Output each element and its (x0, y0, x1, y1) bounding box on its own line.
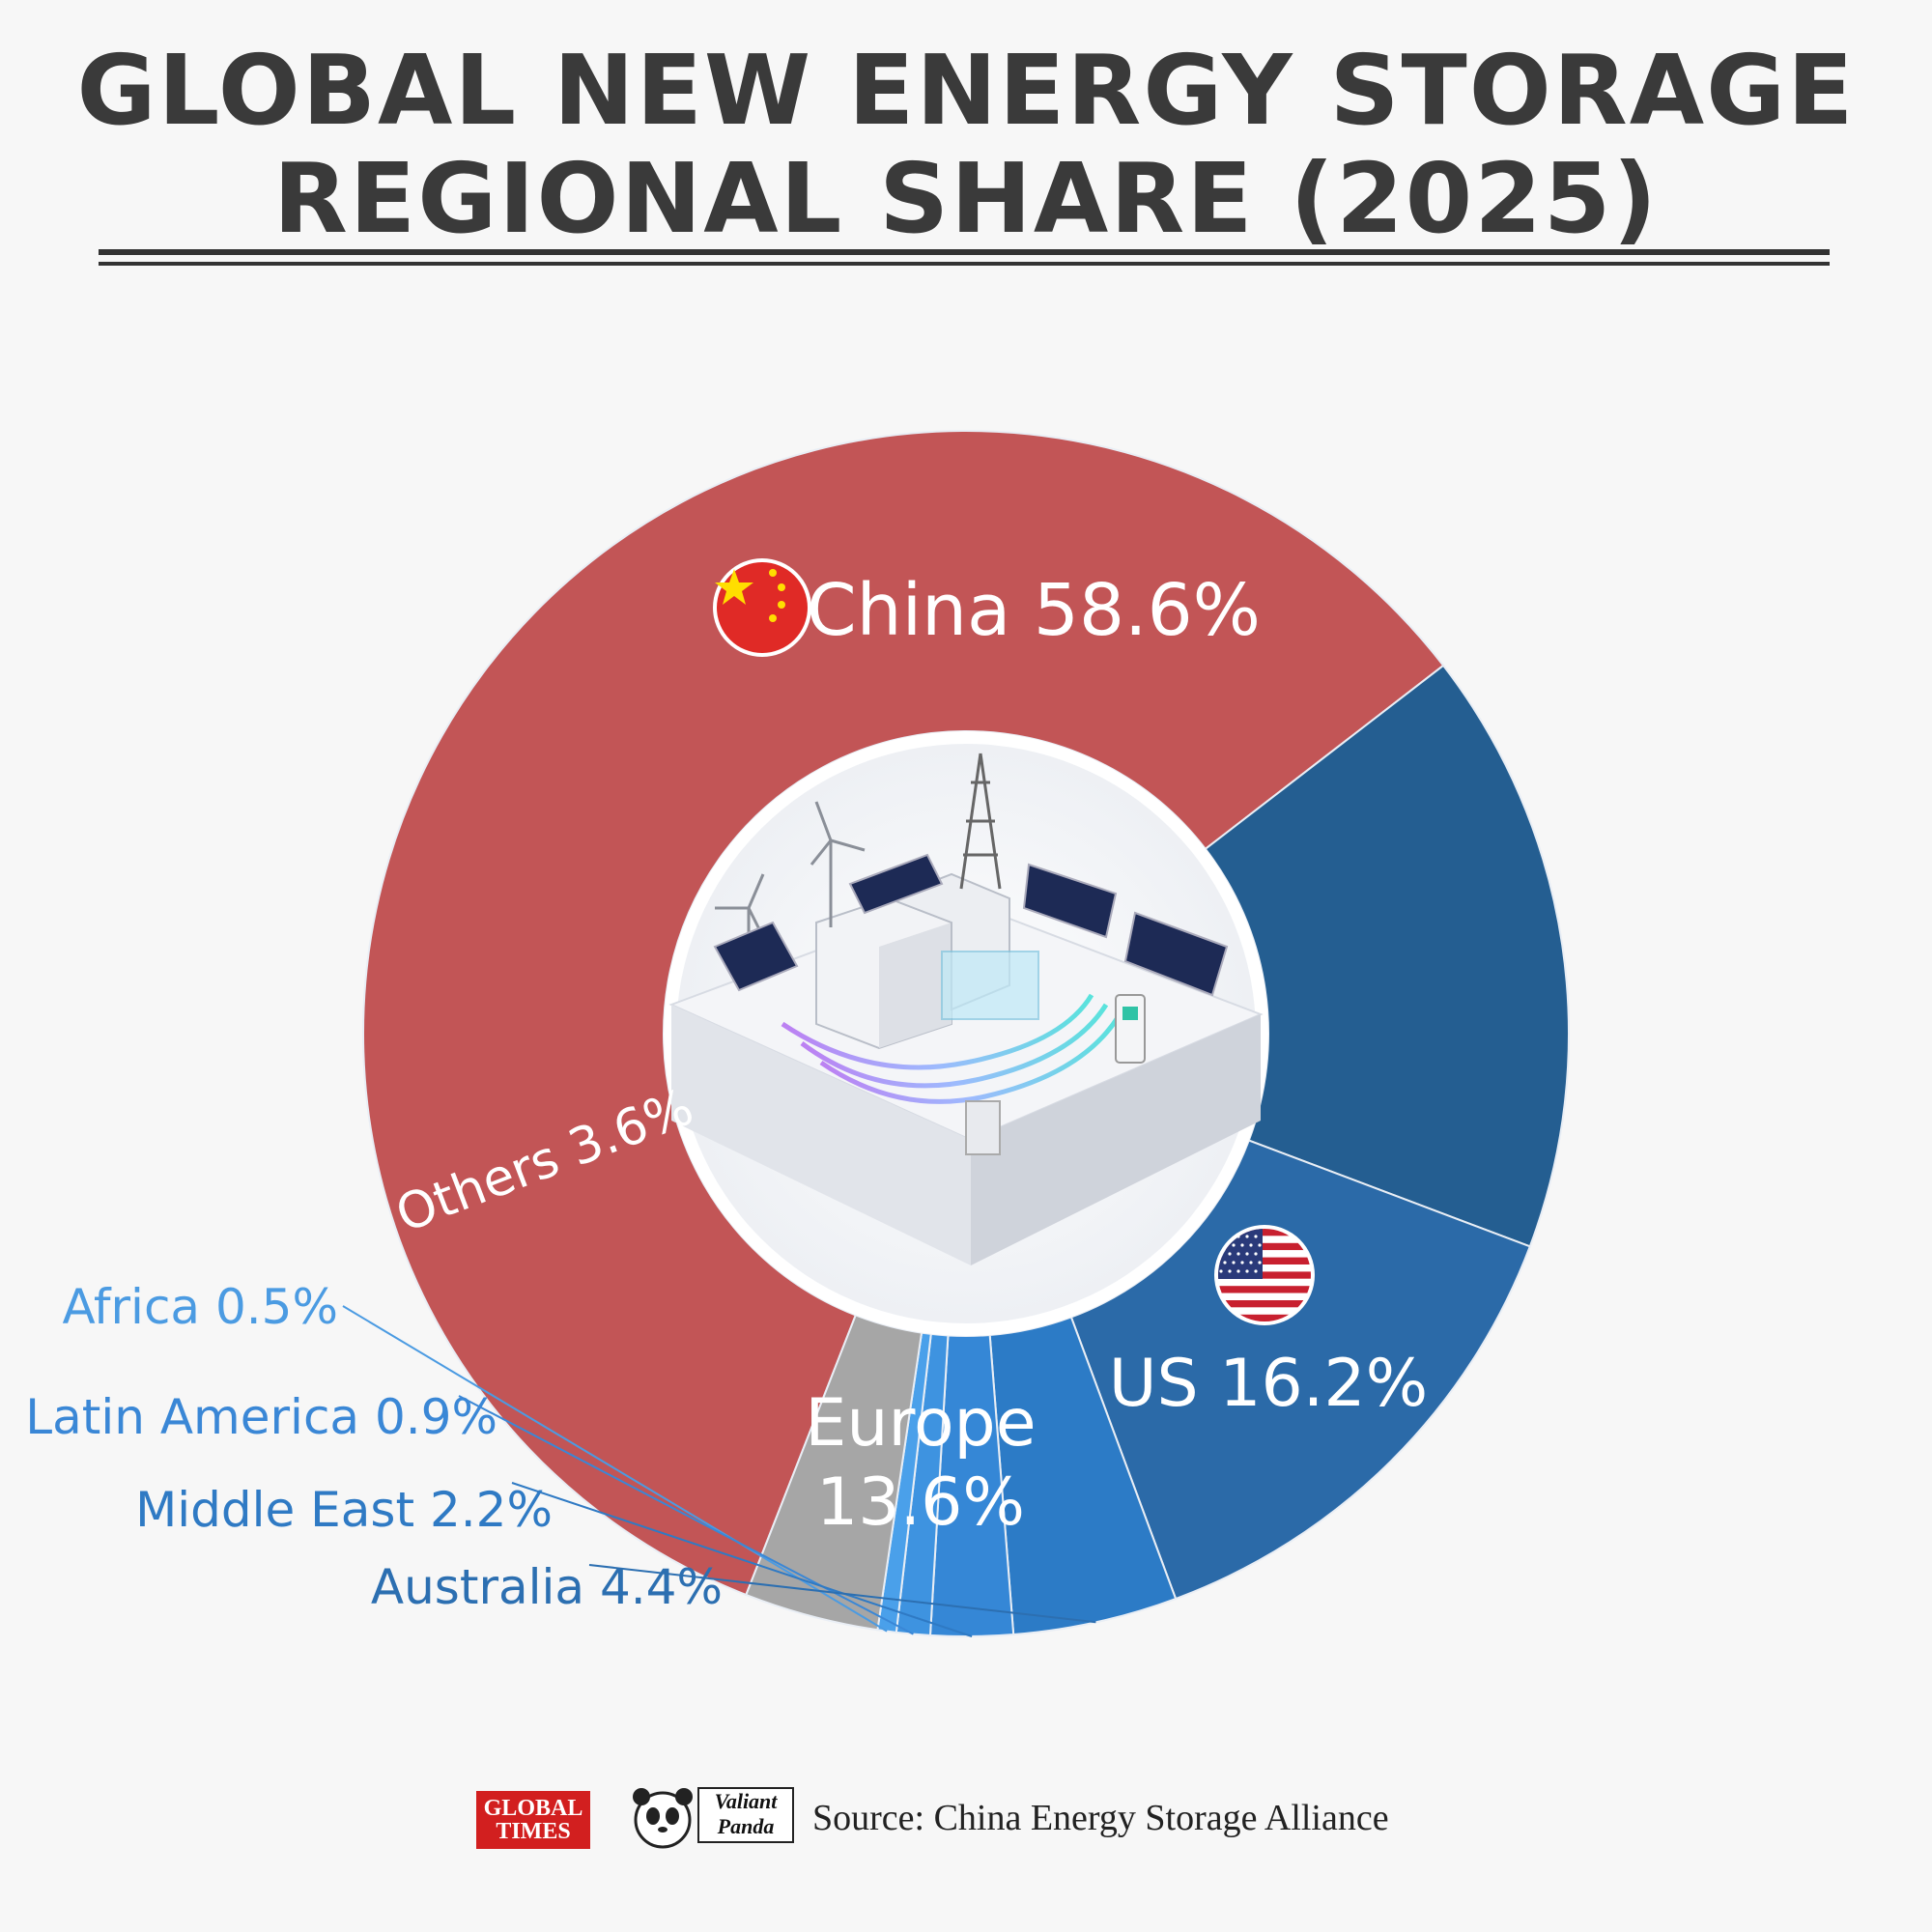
valiant-panda-logo-line-2: Panda (717, 1814, 775, 1838)
global-times-logo: GLOBAL TIMES (476, 1791, 590, 1849)
footer: GLOBAL TIMES Valiant Panda Source: China… (0, 1785, 1932, 1853)
battery-cabinet-icon (815, 872, 1010, 1050)
leader-lines (342, 1305, 1096, 1637)
solar-panel-icon (713, 853, 1229, 997)
valiant-panda-logo: Valiant Panda (626, 1785, 796, 1849)
label-latin-america: Latin America 0.9% (25, 1389, 497, 1445)
leader-line-latin-america (458, 1395, 914, 1635)
global-times-logo-line-2: TIMES (496, 1819, 571, 1844)
ev-charger-icon (1115, 994, 1146, 1064)
source-note: Source: China Energy Storage Alliance (812, 1798, 1389, 1838)
label-europe-value: 13.6% (816, 1464, 1025, 1541)
chart-title: GLOBAL NEW ENERGY STORAGE REGIONAL SHARE… (0, 37, 1932, 253)
label-middle-east: Middle East 2.2% (135, 1482, 553, 1538)
panda-icon (633, 1788, 693, 1849)
title-line-2: REGIONAL SHARE (2025) (272, 142, 1660, 255)
china-flag-icon (713, 558, 811, 657)
power-tower-icon (959, 753, 1002, 890)
label-australia: Australia 4.4% (371, 1559, 723, 1615)
global-times-logo-line-1: GLOBAL (483, 1796, 583, 1821)
leader-line-australia (588, 1564, 1096, 1624)
label-china: China 58.6% (807, 569, 1261, 652)
title-divider-thin (99, 262, 1830, 266)
title-divider-thick (99, 249, 1830, 255)
donut-slices (362, 430, 1570, 1637)
us-flag-icon (1214, 1225, 1315, 1325)
label-us: US 16.2% (1109, 1346, 1429, 1422)
energy-storage-station-illustration (664, 731, 1268, 1336)
label-europe-name: Europe (805, 1385, 1036, 1462)
title-line-1: GLOBAL NEW ENERGY STORAGE (76, 34, 1856, 147)
valiant-panda-logo-line-1: Valiant (714, 1789, 778, 1813)
leader-line-middle-east (511, 1482, 973, 1637)
label-africa: Africa 0.5% (62, 1279, 338, 1335)
